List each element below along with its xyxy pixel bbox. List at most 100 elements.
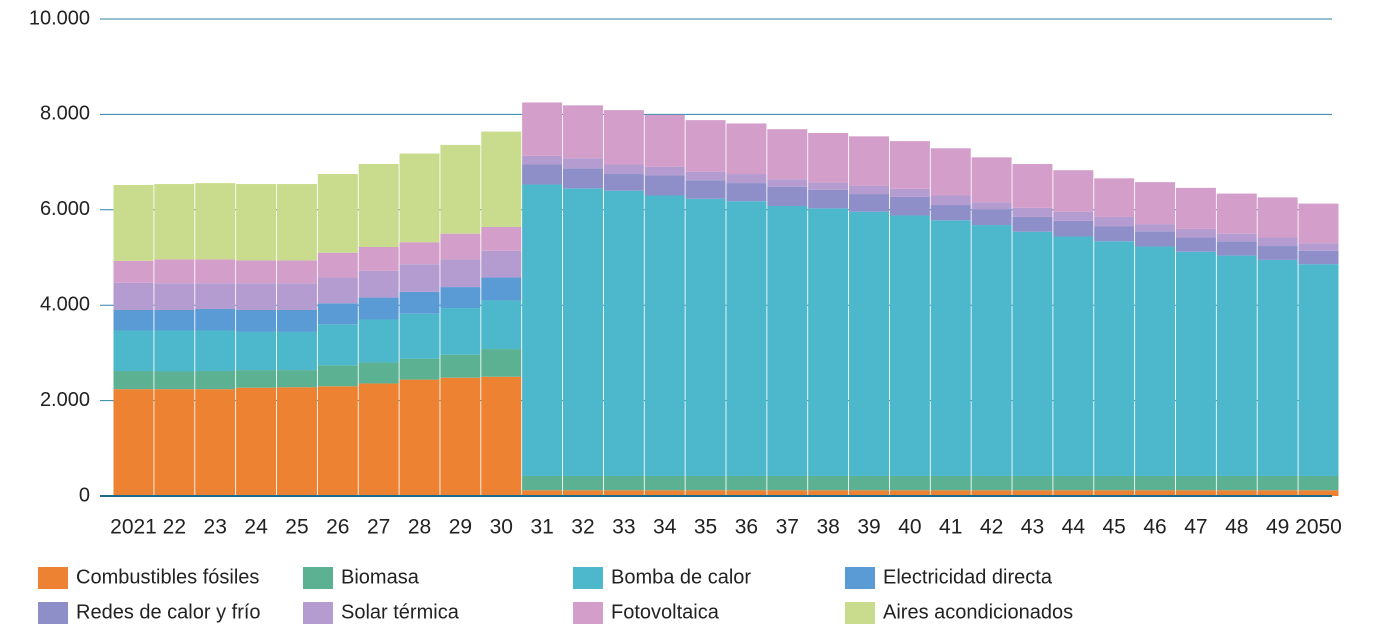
bar-segment <box>726 174 767 184</box>
bar-segment <box>317 252 358 278</box>
x-tick-label: 22 <box>163 516 186 539</box>
bar-segment <box>685 475 726 491</box>
bar-segment <box>1298 475 1339 491</box>
bar-segment <box>644 175 685 196</box>
bar-segment <box>1216 475 1257 491</box>
x-tick-label: 43 <box>1021 516 1044 539</box>
bar-segment <box>358 164 399 248</box>
bar-segment <box>1175 187 1216 229</box>
bar-segment <box>481 250 522 278</box>
bar-segment <box>971 202 1012 210</box>
bar-segment <box>236 387 277 496</box>
bar-segment <box>195 183 236 260</box>
bar-segment <box>440 259 481 288</box>
bar-segment <box>1094 216 1135 227</box>
legend-label: Solar térmica <box>341 601 460 623</box>
bar-segment <box>195 389 236 496</box>
bar-segment <box>317 324 358 366</box>
bar-segment <box>358 297 399 320</box>
bar-segment <box>767 179 808 187</box>
legend-label: Fotovoltaica <box>611 601 720 623</box>
legend-swatch <box>303 602 333 624</box>
bar-segment <box>358 247 399 271</box>
legend-swatch <box>303 567 333 589</box>
bar-segment <box>1175 237 1216 252</box>
bar-segment <box>481 131 522 227</box>
legend-swatch <box>845 602 875 624</box>
bar-segment <box>276 387 317 496</box>
x-tick-label: 47 <box>1184 516 1207 539</box>
bar-segment <box>1298 243 1339 251</box>
bar-segment <box>276 370 317 388</box>
bar-segment <box>358 270 399 298</box>
bar-segment <box>1216 241 1257 256</box>
bar-segment <box>1216 490 1257 496</box>
bar-segment <box>1094 475 1135 491</box>
bar-segment <box>1257 259 1298 476</box>
y-tick-label: 2.000 <box>40 389 90 411</box>
x-tick-label: 24 <box>244 516 268 539</box>
legend-label: Redes de calor y frío <box>76 601 261 623</box>
bar-segment <box>522 155 563 165</box>
bar-segment <box>562 490 603 496</box>
bar-segment <box>1135 490 1176 496</box>
bar-segment <box>808 182 849 190</box>
bar-segment <box>726 201 767 476</box>
bar-segment <box>726 490 767 496</box>
x-tick-label: 35 <box>694 516 717 539</box>
x-tick-label: 33 <box>612 516 635 539</box>
bar-segment <box>1175 490 1216 496</box>
bar-segment <box>399 313 440 359</box>
bar-segment <box>726 123 767 175</box>
bar-segment <box>808 475 849 491</box>
y-tick-label: 8.000 <box>40 103 90 125</box>
x-tick-label: 31 <box>530 516 553 539</box>
x-tick-label: 30 <box>490 516 513 539</box>
bar-segment <box>440 287 481 309</box>
bar-segment <box>481 226 522 251</box>
bar-segment <box>849 194 890 212</box>
bar-segment <box>767 205 808 476</box>
bar-segment <box>1298 250 1339 265</box>
bar-segment <box>849 211 890 476</box>
x-tick-label: 2050 <box>1295 516 1342 539</box>
legend-label: Bomba de calor <box>611 566 751 588</box>
x-tick-label: 46 <box>1143 516 1166 539</box>
bar-segment <box>317 277 358 304</box>
legend-swatch <box>573 602 603 624</box>
bar-segment <box>889 215 930 476</box>
bar-segment <box>276 309 317 332</box>
bar-segment <box>1216 255 1257 476</box>
bar-segment <box>685 180 726 199</box>
x-tick-label: 27 <box>367 516 390 539</box>
bar-segment <box>767 186 808 206</box>
x-tick-label: 48 <box>1225 516 1248 539</box>
legend-swatch <box>573 567 603 589</box>
bar-segment <box>317 174 358 253</box>
bar-segment <box>603 174 644 191</box>
bar-segment <box>195 283 236 310</box>
bar-segment <box>1135 182 1176 225</box>
bar-segment <box>562 168 603 189</box>
bar-segment <box>154 259 195 284</box>
bar-segment <box>522 102 563 156</box>
bar-segment <box>1012 490 1053 496</box>
bar-segment <box>195 330 236 372</box>
bar-segment <box>889 188 930 197</box>
bar-segment <box>767 129 808 180</box>
bar-segment <box>113 371 154 390</box>
x-tick-label: 29 <box>449 516 472 539</box>
bar-segment <box>1257 237 1298 247</box>
bar-segment <box>154 330 195 372</box>
bar-segment <box>522 184 563 476</box>
bar-segment <box>195 309 236 331</box>
bar-segment <box>440 144 481 234</box>
bar-segment <box>1298 203 1339 244</box>
bar-segment <box>113 330 154 372</box>
bar-segment <box>399 379 440 496</box>
bar-segment <box>195 259 236 284</box>
legend-swatch <box>38 602 68 624</box>
x-tick-label: 40 <box>898 516 921 539</box>
x-tick-label: 44 <box>1062 516 1086 539</box>
